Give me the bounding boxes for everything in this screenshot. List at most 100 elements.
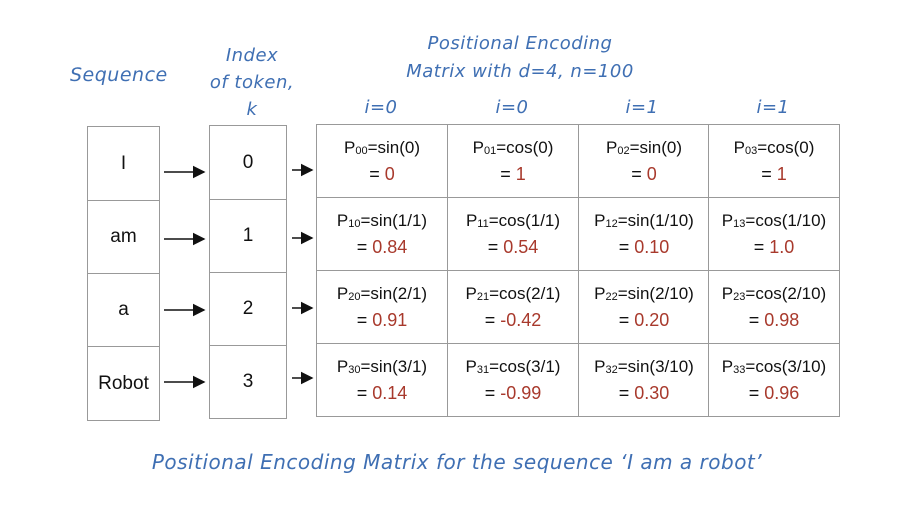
cell-formula: P21=cos(2/1) [466,284,561,307]
cell-result: = 0.10 [619,236,670,258]
formula-function: =sin(0) [367,137,421,157]
equals-sign: = [487,236,504,257]
cell-result: = 0.96 [749,382,800,404]
cell-value: 0.84 [372,236,408,257]
matrix-cell: P10=sin(1/1) = 0.84 [317,198,447,270]
caption: Positional Encoding Matrix for the seque… [151,450,763,474]
formula-symbol: P [733,137,745,157]
divider [210,272,286,273]
formula-function: =sin(0) [629,137,683,157]
formula-subscript: 02 [617,144,630,157]
equals-sign: = [631,163,647,184]
formula-function: =sin(1/1) [360,210,428,230]
equals-sign: = [618,382,635,403]
formula-function: =cos(1/10) [745,210,827,230]
formula-function: =sin(2/10) [617,283,694,303]
formula-function: =cos(2/1) [489,283,561,303]
cell-result: = 1 [500,163,526,185]
formula-symbol: P [336,210,349,230]
cell-value: 0.98 [764,309,800,330]
equals-sign: = [618,236,635,257]
equals-sign: = [356,236,373,257]
divider [317,270,839,271]
sequence-token: am [110,226,137,247]
formula-function: =cos(3/10) [745,356,827,376]
index-label-line3: k [246,99,258,120]
divider [88,200,159,201]
formula-function: =sin(3/1) [360,356,428,376]
divider [88,346,159,347]
formula-symbol: P [336,283,349,303]
matrix-cell: P01=cos(0) = 1 [448,125,578,197]
matrix-cell: P00=sin(0) = 0 [317,125,447,197]
formula-subscript: 10 [348,217,361,230]
cell-result: = 0 [369,163,395,185]
equals-sign: = [753,236,770,257]
cell-formula: P13=cos(1/10) [722,211,826,234]
cell-value: 1.0 [769,236,795,257]
sequence-token: Robot [98,372,149,394]
cell-result: = 0.91 [357,309,408,331]
divider [210,345,286,346]
cell-value: 0.30 [634,382,670,403]
formula-subscript: 33 [733,363,746,376]
formula-symbol: P [336,356,349,376]
sequence-token: a [118,299,129,320]
cell-formula: P00=sin(0) [344,138,420,161]
formula-subscript: 22 [605,290,618,303]
cell-formula: P12=sin(1/10) [594,211,694,234]
cell-formula: P20=sin(2/1) [337,284,427,307]
cell-formula: P31=cos(3/1) [466,357,561,380]
cell-formula: P22=sin(2/10) [594,284,694,307]
formula-symbol: P [721,356,734,376]
divider [317,343,839,344]
cell-result: = 0 [631,163,657,185]
formula-function: =cos(1/1) [488,210,561,230]
i-label-col3: i=1 [756,97,790,118]
cell-value: 1 [515,163,526,184]
formula-subscript: 13 [733,217,746,230]
i-label-col2: i=1 [625,97,659,118]
matrix-cell: P02=sin(0) = 0 [579,125,709,197]
formula-function: =sin(3/10) [617,356,694,376]
token-index: 3 [242,371,254,392]
sequence-token: I [120,152,127,174]
matrix-title-line1: Positional Encoding [427,33,613,54]
matrix-cell: P32=sin(3/10) = 0.30 [579,344,709,416]
cell-value: 1 [776,163,787,184]
equals-sign: = [500,163,516,184]
cell-formula: P32=sin(3/10) [594,357,694,380]
equals-sign: = [356,309,373,330]
formula-function: =cos(0) [496,137,554,157]
cell-result: = 0.20 [619,309,670,331]
formula-symbol: P [465,210,478,230]
formula-subscript: 12 [605,217,618,230]
cell-formula: P03=cos(0) [734,138,815,161]
matrix-cell: P21=cos(2/1) = -0.42 [448,271,578,343]
cell-formula: P23=cos(2/10) [722,284,826,307]
cell-result: = 1 [761,163,787,185]
cell-formula: P10=sin(1/1) [337,211,427,234]
cell-value: 0.20 [634,309,670,330]
matrix-cell: P30=sin(3/1) = 0.14 [317,344,447,416]
sequence-label: Sequence [70,64,168,86]
matrix-title-line2: Matrix with d=4, n=100 [406,61,634,82]
cell-value: 0 [646,163,657,184]
formula-subscript: 00 [355,144,368,157]
equals-sign: = [484,309,501,330]
cell-result: = -0.99 [485,382,542,404]
cell-result: = 0.14 [357,382,408,404]
formula-symbol: P [721,283,734,303]
equals-sign: = [748,309,765,330]
formula-function: =cos(2/10) [745,283,827,303]
cell-value: 0 [384,163,395,184]
formula-symbol: P [594,283,606,303]
equals-sign: = [618,309,635,330]
cell-formula: P30=sin(3/1) [337,357,427,380]
matrix-cell: P13=cos(1/10) = 1.0 [709,198,839,270]
cell-result: = -0.42 [485,309,542,331]
cell-formula: P33=cos(3/10) [722,357,826,380]
divider [317,197,839,198]
formula-symbol: P [605,137,618,157]
